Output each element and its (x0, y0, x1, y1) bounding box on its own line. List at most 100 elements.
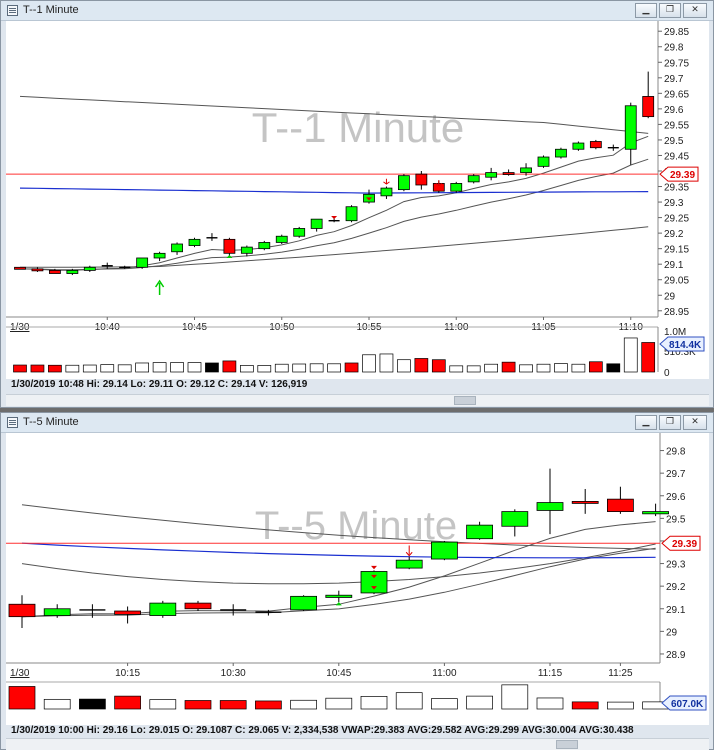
chart-area[interactable]: T--1 Minute 29.85 29.8 29.75 29.7 29.65 29.6 29… (6, 21, 709, 379)
minimize-button[interactable]: ▁ (635, 3, 657, 18)
restore-button[interactable]: ❐ (659, 415, 681, 430)
volume-marker: 607.0K (661, 695, 707, 711)
volume-marker-tag (659, 336, 705, 352)
candle-body (397, 175, 410, 191)
candle (171, 242, 183, 255)
candle-body (537, 156, 550, 167)
volume-bar (65, 364, 80, 373)
sell-signal-arrow-icon (383, 178, 390, 185)
sell-signal-arrow-icon (405, 545, 413, 557)
price-marker-label: 29.39 (670, 170, 695, 181)
price-tick-label: 29.8 (664, 43, 684, 54)
volume-bar (379, 353, 394, 373)
candle (501, 509, 529, 537)
candle (79, 604, 106, 618)
candle-body (66, 270, 79, 274)
volume-bar (219, 700, 247, 710)
chart-window-icon (7, 417, 18, 428)
candle (49, 268, 61, 274)
price-volume-chart[interactable]: T--1 Minute 29.85 29.8 29.75 29.7 29.65 29.6 29… (6, 21, 709, 379)
candle (624, 102, 637, 165)
volume-bar (397, 359, 411, 373)
price-tick-label: 29.1 (666, 605, 686, 616)
price-tick-label: 29.8 (666, 447, 686, 458)
window-titlebar[interactable]: T--1 Minute ▁ ❐ ✕ (1, 1, 713, 21)
candle-body (450, 183, 463, 192)
volume-bar (344, 362, 359, 373)
price-tick-label: 29.05 (664, 276, 689, 287)
price-tick-label: 29.7 (664, 74, 684, 85)
chart-window-5-minute[interactable]: T--5 Minute ▁ ❐ ✕ T--5 Minute 29.8 29.7 29.… (0, 412, 714, 750)
volume-bar (149, 699, 177, 710)
candle (360, 570, 388, 595)
candle (258, 240, 271, 251)
chart-window-1-minute[interactable]: T--1 Minute ▁ ❐ ✕ T--1 Minute 29.85 29.8 29… (0, 0, 714, 408)
candle-body (485, 172, 498, 178)
price-tick-label: 29.25 (664, 214, 689, 225)
candle (345, 205, 358, 223)
volume-marker-tag (661, 695, 707, 711)
candle-body (467, 175, 480, 183)
close-button[interactable]: ✕ (683, 415, 707, 430)
time-tick-label: 10:30 (221, 668, 246, 679)
candle (43, 604, 71, 618)
candle (607, 486, 634, 514)
chart-area[interactable]: T--5 Minute29.829.729.629.529.429.329.22… (6, 433, 709, 725)
volume-bar (327, 363, 341, 373)
candle-body (642, 511, 669, 515)
price-tick-label: 29.7 (666, 469, 686, 480)
candle (153, 251, 166, 262)
candle (184, 600, 212, 612)
candle-body (184, 602, 212, 610)
price-marker-tag (659, 166, 699, 182)
candle (8, 595, 36, 628)
scrollbar-thumb[interactable] (454, 396, 476, 405)
candle-body (520, 167, 532, 173)
volume-bar (449, 365, 464, 373)
volume-bar (607, 701, 634, 710)
candle-body (258, 242, 271, 250)
volume-marker: 814.4K (659, 336, 705, 352)
candle (395, 556, 423, 570)
price-tick-label: 29.5 (664, 136, 684, 147)
plot-background (6, 433, 660, 663)
horizontal-scrollbar[interactable] (6, 738, 709, 750)
volume-bar (205, 362, 219, 373)
time-tick-label: 11:00 (432, 668, 457, 679)
candle (466, 521, 494, 540)
candle-body (136, 257, 149, 268)
candle (467, 174, 480, 184)
candle (14, 266, 26, 270)
price-tick-label: 29.1 (664, 260, 684, 271)
close-button[interactable]: ✕ (683, 3, 707, 18)
price-volume-chart[interactable]: T--5 Minute29.829.729.629.529.429.329.22… (6, 433, 709, 725)
volume-bar (79, 698, 106, 710)
plot-background (6, 21, 658, 317)
candle (119, 265, 131, 269)
minimize-button[interactable]: ▁ (635, 415, 657, 430)
candle (149, 600, 177, 618)
volume-bar (623, 337, 638, 373)
window-title: T--1 Minute (23, 4, 79, 16)
candle-body (501, 511, 529, 527)
buy-signal-arrow-icon (154, 279, 165, 295)
time-tick-label: 10:45 (326, 668, 351, 679)
time-tick-label: 11:25 (608, 668, 633, 679)
volume-bar (152, 362, 167, 373)
candle (450, 181, 463, 193)
window-titlebar[interactable]: T--5 Minute ▁ ❐ ✕ (1, 413, 713, 433)
price-tick-label: 29.3 (666, 560, 686, 571)
candle-body (325, 594, 353, 598)
restore-button[interactable]: ❐ (659, 3, 681, 18)
chart-watermark: T--5 Minute (255, 504, 457, 548)
candle (325, 590, 353, 602)
candle-body (188, 238, 201, 246)
candle-body (380, 187, 393, 197)
candle-body (572, 142, 585, 150)
candle (223, 237, 236, 257)
horizontal-scrollbar[interactable] (6, 394, 709, 406)
candle-body (360, 571, 388, 594)
volume-bar (360, 696, 388, 710)
scrollbar-thumb[interactable] (556, 740, 578, 749)
volume-bar (222, 360, 237, 373)
